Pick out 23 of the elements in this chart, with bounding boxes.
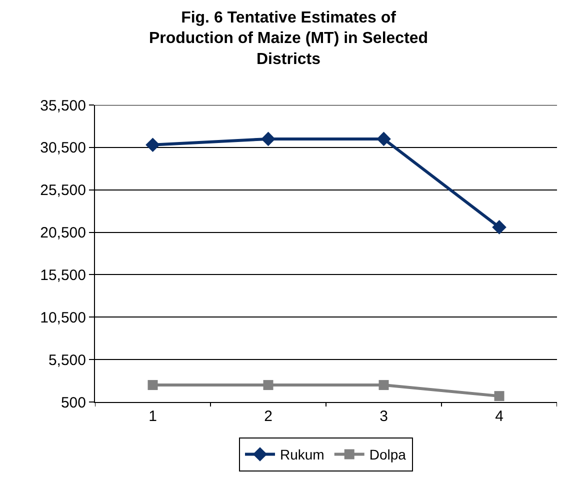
x-tick-label: 2: [264, 408, 272, 425]
y-tick-label: 35,500: [40, 97, 86, 114]
x-tick-label: 3: [380, 408, 388, 425]
point: [146, 138, 160, 152]
point: [492, 220, 506, 234]
legend-label: Rukum: [280, 446, 324, 463]
y-tick-label: 15,500: [40, 266, 86, 284]
point: [376, 132, 391, 146]
point: [148, 380, 158, 390]
point: [378, 380, 389, 390]
x-tick-label: 4: [495, 408, 504, 425]
legend-label: Dolpa: [369, 446, 406, 463]
y-tick-label: 10,500: [40, 309, 86, 326]
chart-title: Fig. 6 Tentative Estimates of Production of Maize (MT) in Selected Districts: [148, 9, 428, 68]
y-tick-label: 500: [60, 394, 86, 412]
x-tick-label: 1: [148, 408, 157, 425]
y-tick-label: 30,500: [40, 140, 86, 157]
y-tick-label: 25,500: [40, 182, 86, 200]
y-tick-label: 5,500: [48, 352, 86, 369]
y-tick-label: 20,500: [40, 224, 86, 242]
point: [261, 132, 276, 146]
point: [263, 380, 274, 390]
point: [494, 391, 504, 402]
